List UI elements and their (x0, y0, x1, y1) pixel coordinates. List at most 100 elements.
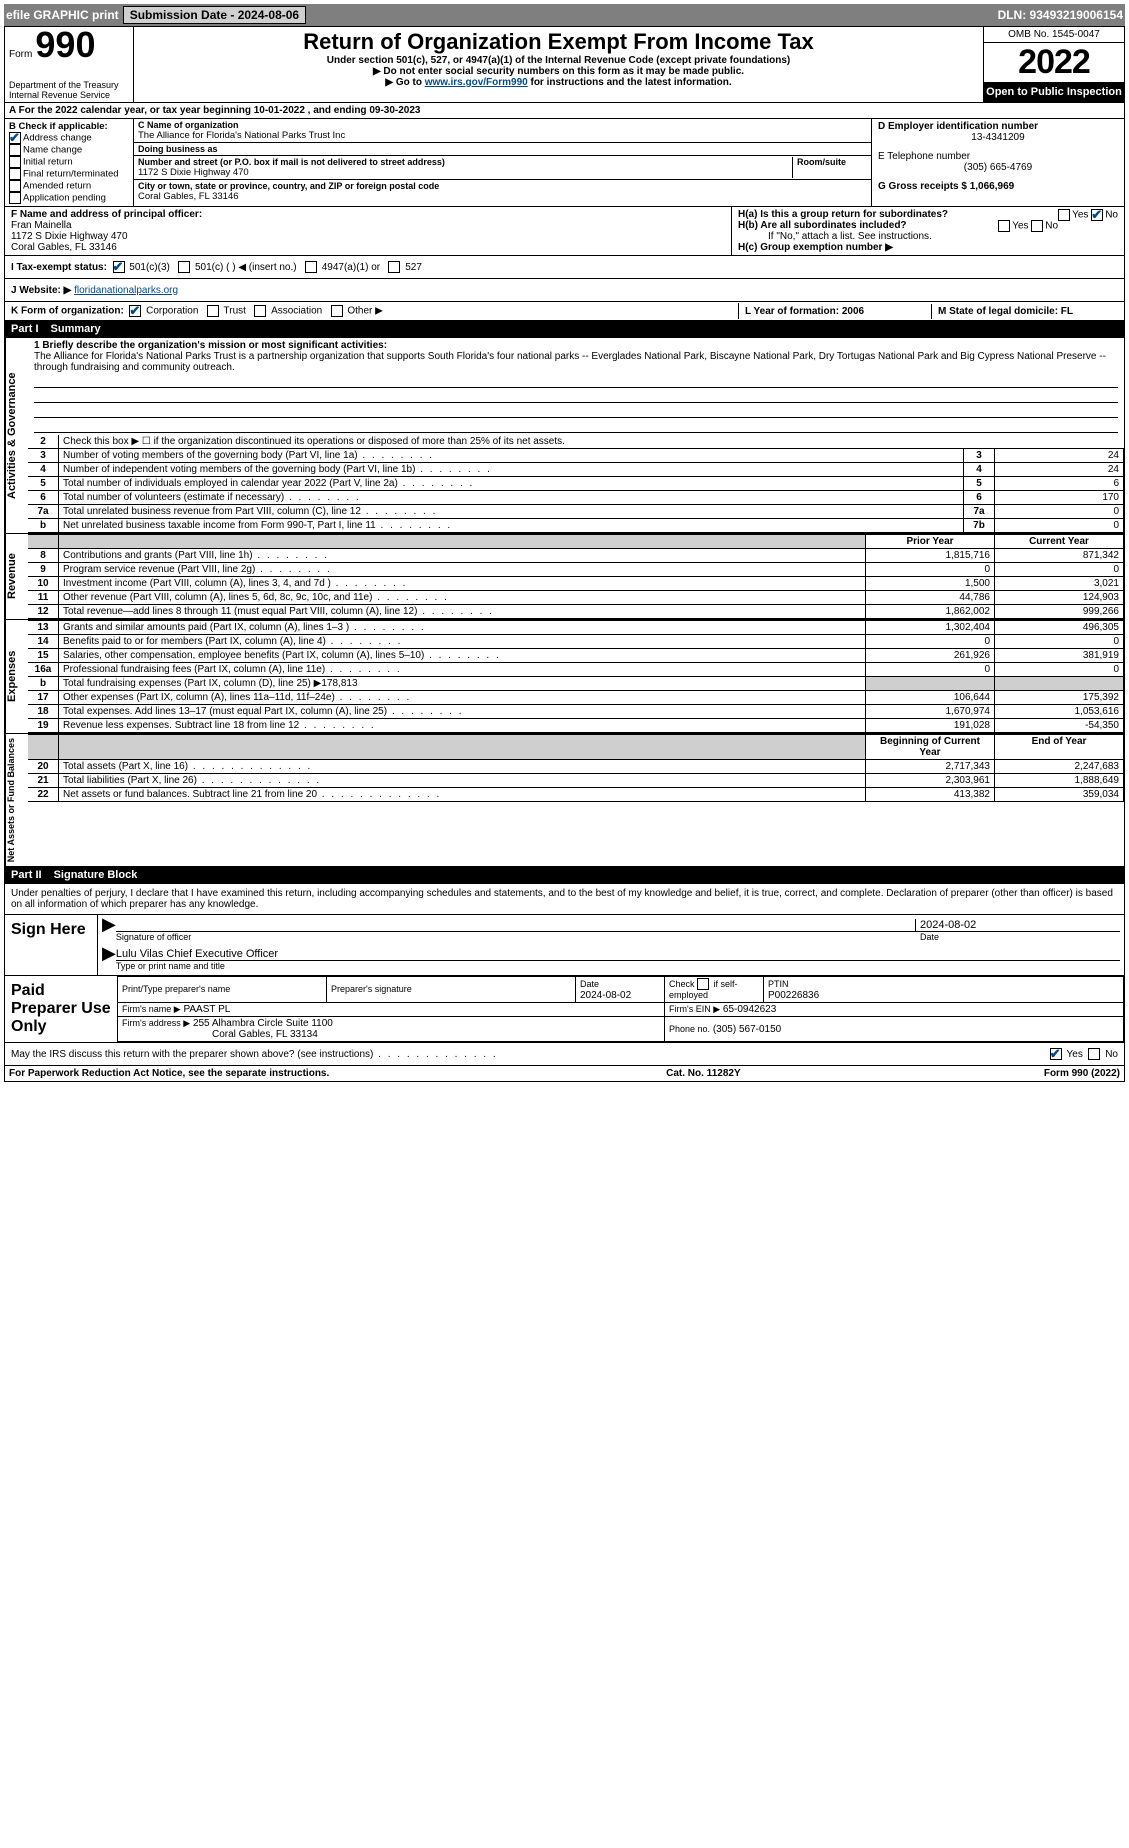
checkbox-final-return[interactable] (9, 168, 21, 180)
omb-label: OMB No. 1545-0047 (984, 27, 1124, 43)
k-trust[interactable] (207, 305, 219, 317)
part-2-label: Part II (11, 869, 42, 881)
ha-label: H(a) Is this a group return for subordin… (738, 209, 948, 220)
527-checkbox[interactable] (388, 261, 400, 273)
part-1-title: Summary (51, 323, 101, 335)
name-label: Type or print name and title (116, 961, 1120, 971)
section-b-header: B Check if applicable: (9, 121, 129, 132)
officer-label: F Name and address of principal officer: (11, 209, 725, 220)
phone-value: (305) 665-4769 (878, 162, 1118, 173)
page-footer: For Paperwork Reduction Act Notice, see … (4, 1066, 1125, 1082)
revenue-side-label: Revenue (5, 534, 28, 619)
ha-no[interactable] (1091, 209, 1103, 221)
room-label: Room/suite (797, 157, 867, 167)
efile-label: efile GRAPHIC print (6, 8, 119, 22)
gross-value: 1,066,969 (970, 181, 1015, 192)
city-label: City or town, state or province, country… (138, 181, 867, 191)
gross-label: G Gross receipts $ (878, 181, 967, 192)
hc-label: H(c) Group exemption number ▶ (738, 242, 1118, 253)
part-1-label: Part I (11, 323, 39, 335)
dba-label: Doing business as (138, 144, 867, 154)
block-f-officer: F Name and address of principal officer:… (4, 207, 1125, 256)
sig-date-label: Date (920, 932, 1120, 942)
expenses-section: Expenses 13Grants and similar amounts pa… (4, 620, 1125, 734)
dept-label: Department of the Treasury (9, 80, 129, 90)
checkbox-initial-return[interactable] (9, 156, 21, 168)
expenses-table: 13Grants and similar amounts paid (Part … (28, 620, 1124, 733)
4947-checkbox[interactable] (305, 261, 317, 273)
row-k-label: K Form of organization: (11, 306, 124, 317)
501c3-checkbox[interactable] (113, 261, 125, 273)
checkbox-amended[interactable] (9, 180, 21, 192)
paid-preparer-block: Paid Preparer Use Only Print/Type prepar… (4, 976, 1125, 1043)
row-j-label: J Website: ▶ (11, 285, 71, 296)
tax-year: 2022 (984, 43, 1124, 82)
penalty-statement: Under penalties of perjury, I declare th… (4, 884, 1125, 915)
sign-date: 2024-08-02 (915, 919, 1120, 931)
officer-addr1: 1172 S Dixie Highway 470 (11, 231, 725, 242)
k-other[interactable] (331, 305, 343, 317)
footer-form: Form 990 (2022) (842, 1068, 1120, 1079)
hb-yes[interactable] (998, 220, 1010, 232)
net-assets-table: Beginning of Current YearEnd of Year20To… (28, 734, 1124, 802)
org-name-label: C Name of organization (138, 120, 867, 130)
form-header: Form 990 Department of the Treasury Inte… (4, 26, 1125, 103)
org-name: The Alliance for Florida's National Park… (138, 130, 867, 141)
governance-side-label: Activities & Governance (5, 338, 28, 533)
501c-checkbox[interactable] (178, 261, 190, 273)
part-1-header: Part I Summary (4, 321, 1125, 338)
ha-yes[interactable] (1058, 209, 1070, 221)
checkbox-address-change[interactable] (9, 132, 21, 144)
addr-value: 1172 S Dixie Highway 470 (138, 167, 792, 178)
sign-arrow-icon: ▶ (102, 919, 116, 942)
addr-label: Number and street (or P.O. box if mail i… (138, 157, 792, 167)
governance-section: Activities & Governance 1 Briefly descri… (4, 338, 1125, 534)
self-employed-checkbox[interactable] (697, 978, 709, 990)
form-number: 990 (35, 24, 95, 65)
open-to-public: Open to Public Inspection (984, 82, 1124, 102)
part-2-header: Part II Signature Block (4, 867, 1125, 884)
paid-prep-label: Paid Preparer Use Only (5, 976, 117, 1042)
row-l-year: L Year of formation: 2006 (739, 304, 932, 319)
hb-label: H(b) Are all subordinates included? (738, 220, 907, 231)
form-word: Form (9, 49, 32, 60)
form-title: Return of Organization Exempt From Incom… (138, 29, 979, 55)
row-k-l: K Form of organization: Corporation Trus… (4, 302, 1125, 321)
instruction-line-2-post: for instructions and the latest informat… (528, 77, 732, 88)
row-i-label: I Tax-exempt status: (11, 262, 107, 273)
k-corp[interactable] (129, 305, 141, 317)
officer-name: Fran Mainella (11, 220, 725, 231)
mission-label: 1 Briefly describe the organization's mi… (34, 340, 387, 351)
row-j-website: J Website: ▶ floridanationalparks.org (4, 279, 1125, 302)
sig-officer-label: Signature of officer (116, 932, 920, 942)
officer-addr2: Coral Gables, FL 33146 (11, 242, 725, 253)
hb-note: If "No," attach a list. See instructions… (738, 231, 1118, 242)
checkbox-application-pending[interactable] (9, 192, 21, 204)
phone-label: E Telephone number (878, 151, 1118, 162)
submission-date-button[interactable]: Submission Date - 2024-08-06 (123, 6, 306, 24)
block-b-identity: B Check if applicable: Address change Na… (4, 119, 1125, 207)
row-a-tax-year: A For the 2022 calendar year, or tax yea… (4, 103, 1125, 119)
sign-here-block: Sign Here ▶ 2024-08-02 Signature of offi… (4, 915, 1125, 976)
irs-link[interactable]: www.irs.gov/Form990 (425, 77, 528, 88)
checkbox-name-change[interactable] (9, 144, 21, 156)
hb-no[interactable] (1031, 220, 1043, 232)
discuss-text: May the IRS discuss this return with the… (11, 1049, 498, 1060)
footer-paperwork: For Paperwork Reduction Act Notice, see … (9, 1068, 565, 1079)
dln-label: DLN: 93493219006154 (998, 8, 1123, 22)
discuss-yes[interactable] (1050, 1048, 1062, 1060)
sign-here-label: Sign Here (5, 915, 97, 975)
footer-cat: Cat. No. 11282Y (565, 1068, 843, 1079)
net-side-label: Net Assets or Fund Balances (5, 734, 28, 866)
mission-text: The Alliance for Florida's National Park… (34, 351, 1106, 373)
website-link[interactable]: floridanationalparks.org (74, 285, 178, 296)
net-assets-section: Net Assets or Fund Balances Beginning of… (4, 734, 1125, 867)
revenue-section: Revenue Prior YearCurrent Year8Contribut… (4, 534, 1125, 620)
ein-label: D Employer identification number (878, 121, 1118, 132)
k-assoc[interactable] (254, 305, 266, 317)
city-value: Coral Gables, FL 33146 (138, 191, 867, 202)
discuss-row: May the IRS discuss this return with the… (4, 1043, 1125, 1066)
governance-table: 2Check this box ▶ ☐ if the organization … (28, 435, 1124, 533)
instruction-line-2-pre: ▶ Go to (385, 77, 424, 88)
discuss-no[interactable] (1088, 1048, 1100, 1060)
